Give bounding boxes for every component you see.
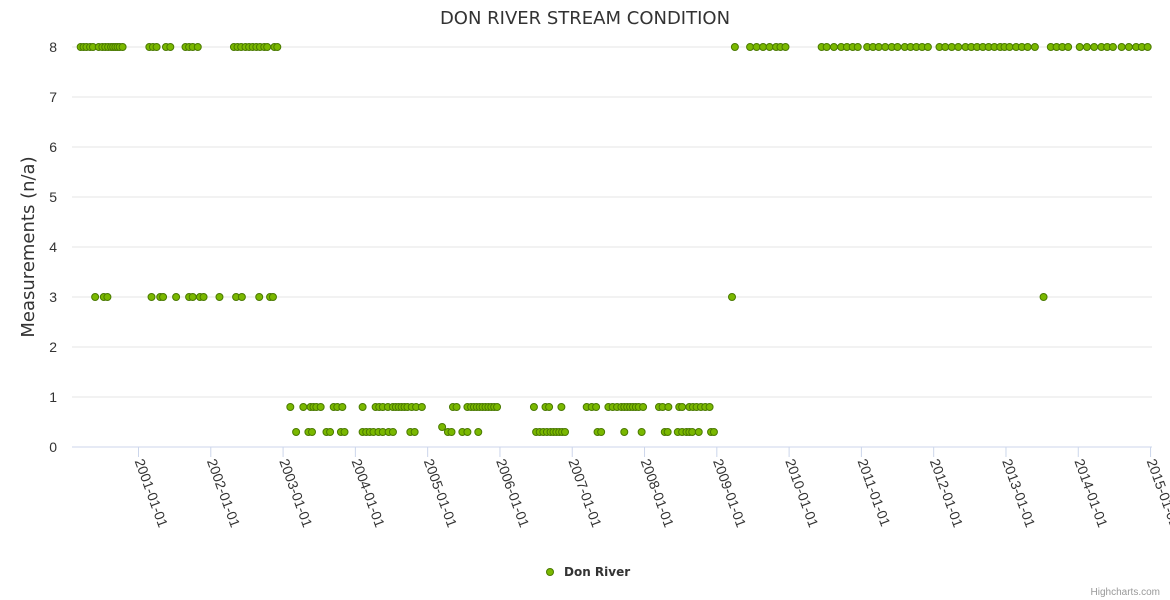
data-point[interactable] [447, 428, 456, 436]
data-point[interactable] [765, 43, 774, 51]
data-point[interactable] [358, 403, 367, 411]
data-point[interactable] [620, 428, 629, 436]
legend-item-don-river[interactable]: Don River [564, 565, 630, 579]
data-point[interactable] [705, 403, 714, 411]
data-point[interactable] [637, 428, 646, 436]
x-tick-marks [138, 447, 1152, 457]
y-tick-label: 0 [49, 439, 57, 455]
y-tick-label: 6 [49, 139, 57, 155]
data-point[interactable] [1064, 43, 1073, 51]
data-point[interactable] [759, 43, 768, 51]
data-point[interactable] [1124, 43, 1133, 51]
data-point[interactable] [1030, 43, 1039, 51]
data-point[interactable] [292, 428, 301, 436]
data-point[interactable] [592, 403, 601, 411]
y-tick-label: 2 [49, 339, 57, 355]
data-point[interactable] [493, 403, 502, 411]
data-point[interactable] [874, 43, 883, 51]
data-point[interactable] [597, 428, 606, 436]
data-point[interactable] [91, 293, 100, 301]
data-point[interactable] [1108, 43, 1117, 51]
data-point[interactable] [561, 428, 570, 436]
data-point[interactable] [893, 43, 902, 51]
data-point[interactable] [746, 43, 755, 51]
y-tick-label: 8 [49, 39, 57, 55]
y-tick-label: 1 [49, 389, 57, 405]
data-point[interactable] [781, 43, 790, 51]
data-point[interactable] [947, 43, 956, 51]
data-point[interactable] [255, 293, 264, 301]
y-tick-label: 3 [49, 289, 57, 305]
data-point[interactable] [1005, 43, 1014, 51]
data-point[interactable] [308, 428, 316, 436]
legend-marker-icon [546, 568, 554, 576]
y-tick-label: 4 [49, 239, 57, 255]
y-tick-label: 7 [49, 89, 57, 105]
data-point[interactable] [1082, 43, 1091, 51]
data-point[interactable] [1143, 43, 1152, 51]
data-point[interactable] [273, 43, 282, 51]
data-point[interactable] [829, 43, 838, 51]
data-point[interactable] [663, 428, 672, 436]
data-point[interactable] [1117, 43, 1126, 51]
data-point[interactable] [326, 428, 335, 436]
data-point[interactable] [193, 43, 202, 51]
data-point[interactable] [286, 403, 295, 411]
data-point[interactable] [103, 293, 112, 301]
data-point[interactable] [923, 43, 932, 51]
chart-title: DON RIVER STREAM CONDITION [440, 8, 730, 29]
credits-link[interactable]: Highcharts.com [1091, 587, 1160, 598]
data-point[interactable] [557, 403, 566, 411]
y-axis-title: Measurements (n/a) [18, 156, 39, 337]
data-point[interactable] [159, 293, 168, 301]
data-point[interactable] [664, 403, 673, 411]
data-point[interactable] [463, 428, 472, 436]
data-point[interactable] [1023, 43, 1032, 51]
data-point[interactable] [1039, 293, 1048, 301]
data-point[interactable] [215, 293, 224, 301]
data-point[interactable] [152, 43, 161, 51]
y-tick-label: 5 [49, 189, 57, 205]
data-point[interactable] [474, 428, 483, 436]
data-point[interactable] [941, 43, 950, 51]
data-point[interactable] [417, 403, 426, 411]
data-point[interactable] [340, 428, 349, 436]
data-point[interactable] [545, 403, 554, 411]
data-point[interactable] [188, 293, 197, 301]
data-point[interactable] [853, 43, 862, 51]
data-point[interactable] [1075, 43, 1084, 51]
data-point[interactable] [730, 43, 739, 51]
data-point[interactable] [529, 403, 538, 411]
data-point[interactable] [263, 43, 272, 51]
data-point[interactable] [752, 43, 761, 51]
data-point[interactable] [438, 423, 447, 431]
data-point[interactable] [166, 43, 175, 51]
data-point[interactable] [316, 403, 325, 411]
data-point[interactable] [118, 43, 127, 51]
data-point[interactable] [709, 428, 718, 436]
data-point[interactable] [452, 403, 461, 411]
data-point[interactable] [954, 43, 963, 51]
data-point[interactable] [388, 428, 397, 436]
legend[interactable]: Don River [546, 565, 631, 579]
data-point[interactable] [237, 293, 246, 301]
data-point[interactable] [694, 428, 703, 436]
data-point[interactable] [678, 403, 687, 411]
data-point[interactable] [147, 293, 156, 301]
data-point[interactable] [822, 43, 831, 51]
data-point[interactable] [881, 43, 890, 51]
data-point[interactable] [199, 293, 208, 301]
data-point[interactable] [1090, 43, 1099, 51]
data-point[interactable] [688, 428, 697, 436]
data-point[interactable] [728, 293, 736, 301]
data-point[interactable] [268, 293, 277, 301]
series-don-river[interactable] [76, 43, 1152, 436]
data-point[interactable] [172, 293, 181, 301]
y-tick-labels: 0 1 2 3 4 5 6 7 8 [49, 39, 57, 455]
data-point[interactable] [299, 403, 308, 411]
data-point[interactable] [639, 403, 648, 411]
data-point[interactable] [410, 428, 419, 436]
data-point[interactable] [338, 403, 347, 411]
